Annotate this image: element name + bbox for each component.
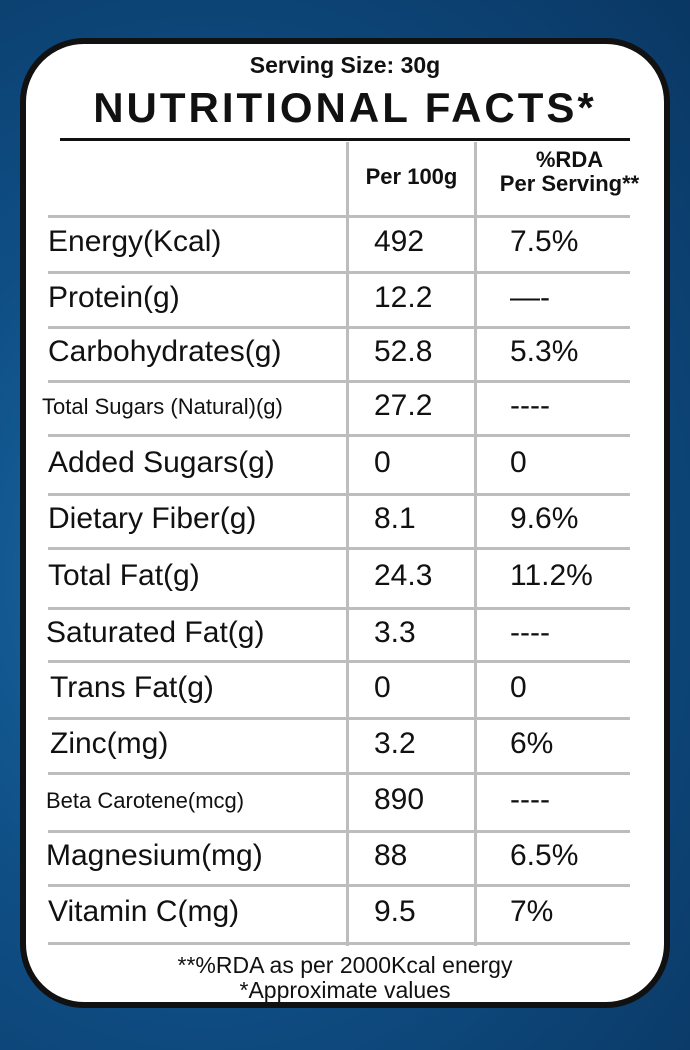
row-divider [48, 493, 630, 496]
rda-value: ---- [510, 389, 550, 423]
footnote-rda-basis: **%RDA as per 2000Kcal energy [177, 952, 513, 978]
nutrient-name: Added Sugars(g) [48, 445, 275, 479]
per-100g-value: 3.3 [374, 615, 416, 649]
nutrient-name: Magnesium(mg) [46, 839, 263, 873]
nutrient-name: Trans Fat(g) [50, 670, 214, 704]
per-100g-value: 52.8 [374, 335, 433, 369]
nutrient-name: Vitamin C(mg) [48, 895, 240, 929]
label-title: NUTRITIONAL FACTS* [93, 84, 597, 131]
header-rda-line1: %RDA [535, 147, 604, 172]
rda-value: ---- [510, 615, 550, 649]
per-100g-value: 492 [374, 225, 425, 259]
nutrient-name: Carbohydrates(g) [48, 335, 282, 369]
nutrient-name: Total Fat(g) [48, 559, 200, 593]
rda-value: ---- [510, 783, 550, 817]
per-100g-value: 12.2 [374, 280, 433, 314]
row-divider [48, 326, 630, 329]
row-divider [48, 660, 630, 663]
per-100g-value: 24.3 [374, 559, 433, 593]
column-divider [474, 142, 477, 946]
row-divider [48, 607, 630, 610]
nutrient-name: Zinc(mg) [50, 726, 169, 760]
rda-value: —- [510, 280, 550, 314]
row-divider [48, 717, 630, 720]
row-divider [48, 547, 630, 550]
row-divider [48, 772, 630, 775]
nutrient-name: Beta Carotene(mcg) [46, 787, 245, 813]
row-divider [48, 942, 630, 945]
rda-value: 6% [510, 726, 554, 760]
row-divider [48, 215, 630, 218]
row-divider [48, 380, 630, 383]
column-divider [346, 142, 349, 946]
nutrient-name: Saturated Fat(g) [46, 615, 265, 649]
header-per-100g: Per 100g [365, 164, 458, 189]
row-divider [48, 271, 630, 274]
row-divider [48, 830, 630, 833]
per-100g-value: 0 [374, 445, 391, 479]
nutrient-name: Total Sugars (Natural)(g) [42, 393, 283, 419]
rda-value: 6.5% [510, 839, 579, 873]
per-100g-value: 890 [374, 783, 425, 817]
rda-value: 7.5% [510, 225, 579, 259]
serving-size: Serving Size: 30g [249, 52, 441, 78]
per-100g-value: 27.2 [374, 389, 433, 423]
header-rda-line2: Per Serving** [499, 171, 640, 196]
row-divider [48, 434, 630, 437]
rda-value: 0 [510, 445, 527, 479]
nutrient-name: Energy(Kcal) [48, 225, 222, 259]
rda-value: 11.2% [510, 559, 593, 593]
nutrient-name: Protein(g) [48, 280, 180, 314]
per-100g-value: 3.2 [374, 726, 416, 760]
rda-value: 5.3% [510, 335, 579, 369]
header-rda: %RDA Per Serving** [477, 148, 662, 196]
per-100g-value: 8.1 [374, 502, 416, 536]
per-100g-value: 9.5 [374, 895, 416, 929]
row-divider [48, 884, 630, 887]
rda-value: 0 [510, 670, 527, 704]
nutrient-name: Dietary Fiber(g) [48, 502, 257, 536]
footnote-approximate: *Approximate values [239, 977, 451, 1003]
title-rule [60, 138, 630, 141]
per-100g-value: 0 [374, 670, 391, 704]
per-100g-value: 88 [374, 839, 408, 873]
rda-value: 7% [510, 895, 554, 929]
nutrition-label: Serving Size: 30g NUTRITIONAL FACTS* Per… [20, 38, 670, 1008]
rda-value: 9.6% [510, 502, 579, 536]
